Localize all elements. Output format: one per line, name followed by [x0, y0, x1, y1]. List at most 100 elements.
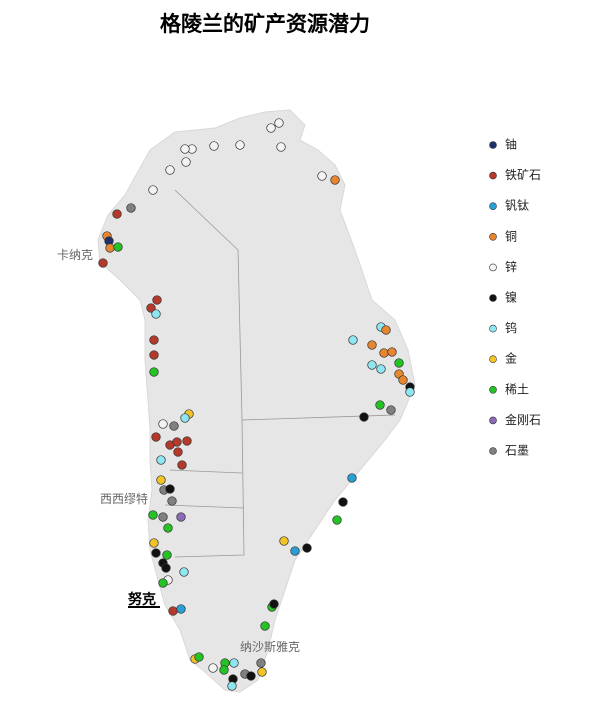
deposit-marker: [149, 538, 159, 548]
deposit-marker: [229, 658, 239, 668]
deposit-marker: [149, 335, 159, 345]
deposit-marker: [151, 432, 161, 442]
deposit-marker: [398, 375, 408, 385]
deposit-marker: [172, 437, 182, 447]
deposit-marker: [156, 455, 166, 465]
greenland-land: [97, 109, 416, 693]
deposit-marker: [348, 335, 358, 345]
legend-label: 金刚石: [505, 412, 541, 427]
legend-label: 稀土: [505, 382, 529, 396]
deposit-marker: [266, 123, 276, 133]
legend-label: 铁矿石: [505, 168, 541, 182]
deposit-marker: [256, 658, 266, 668]
deposit-marker: [149, 367, 159, 377]
legend-label: 石墨: [505, 444, 529, 458]
deposit-marker: [290, 546, 300, 556]
deposit-marker: [367, 360, 377, 370]
deposit-marker: [148, 510, 158, 520]
deposit-marker: [302, 543, 312, 553]
deposit-marker: [347, 473, 357, 483]
deposit-marker: [386, 405, 396, 415]
deposit-marker: [257, 667, 267, 677]
deposit-marker: [269, 599, 279, 609]
deposit-marker: [169, 421, 179, 431]
deposit-marker: [148, 185, 158, 195]
legend-label: 镍: [505, 291, 517, 305]
deposit-marker: [176, 512, 186, 522]
deposit-marker: [367, 340, 377, 350]
legend-label: 铀: [505, 138, 517, 152]
legend-swatch: [489, 324, 497, 333]
deposit-marker: [381, 325, 391, 335]
legend-swatch: [489, 355, 497, 364]
deposit-marker: [394, 358, 404, 368]
deposit-marker: [105, 243, 115, 253]
deposit-marker: [165, 165, 175, 175]
deposit-marker: [274, 118, 284, 128]
legend-label: 钒钛: [505, 198, 529, 213]
deposit-marker: [209, 141, 219, 151]
deposit-marker: [379, 348, 389, 358]
deposit-marker: [194, 652, 204, 662]
place-label: 纳沙斯雅克: [240, 639, 300, 654]
legend-swatch: [489, 171, 497, 180]
deposit-marker: [156, 475, 166, 485]
legend-swatch: [489, 202, 497, 210]
deposit-marker: [180, 413, 190, 423]
deposit-marker: [112, 209, 122, 219]
deposit-marker: [161, 563, 171, 573]
legend-swatch: [489, 385, 497, 394]
deposit-marker: [276, 142, 286, 152]
deposit-marker: [98, 258, 108, 268]
deposit-marker: [338, 497, 348, 507]
deposit-marker: [158, 578, 168, 588]
deposit-marker: [163, 523, 173, 533]
deposit-marker: [158, 512, 168, 522]
deposit-marker: [126, 203, 136, 213]
deposit-marker: [180, 144, 190, 154]
legend-swatch: [489, 294, 497, 302]
deposit-marker: [162, 550, 172, 560]
deposit-marker: [235, 140, 245, 150]
place-label: 努克: [128, 591, 156, 608]
legend-label: 铜: [505, 228, 517, 243]
deposit-marker: [173, 447, 183, 457]
deposit-marker: [376, 364, 386, 374]
legend-swatch: [489, 447, 497, 455]
deposit-marker: [405, 387, 415, 397]
deposit-marker: [375, 400, 385, 410]
legend-label: 金: [505, 351, 517, 366]
place-label: 西西缪特: [100, 491, 148, 506]
map-title: 格陵兰的矿产资源潜力: [160, 11, 370, 36]
deposit-marker: [246, 671, 256, 681]
deposit-marker: [332, 515, 342, 525]
deposit-marker: [168, 606, 178, 616]
legend-swatch: [489, 416, 497, 425]
deposit-marker: [176, 604, 186, 614]
deposit-marker: [177, 460, 187, 470]
deposit-marker: [151, 548, 161, 558]
deposit-marker: [113, 242, 123, 252]
deposit-marker: [181, 157, 191, 167]
deposit-marker: [317, 171, 327, 181]
deposit-marker: [227, 681, 237, 691]
deposit-marker: [179, 567, 189, 577]
deposit-marker: [152, 295, 162, 305]
legend-swatch: [489, 233, 497, 241]
deposit-marker: [330, 175, 340, 185]
deposit-marker: [182, 436, 192, 446]
region-border: [164, 189, 396, 558]
place-label: 卡纳克: [57, 248, 93, 262]
legend-label: 锌: [505, 260, 517, 274]
deposit-marker: [260, 621, 270, 631]
deposit-marker: [146, 303, 156, 313]
deposit-marker: [158, 419, 168, 429]
legend-label: 钨: [505, 320, 517, 335]
deposit-marker: [151, 309, 161, 319]
deposit-marker: [219, 665, 229, 675]
deposit-marker: [165, 484, 175, 494]
deposit-marker: [149, 350, 159, 360]
deposit-marker: [167, 496, 177, 506]
deposit-marker: [387, 347, 397, 357]
